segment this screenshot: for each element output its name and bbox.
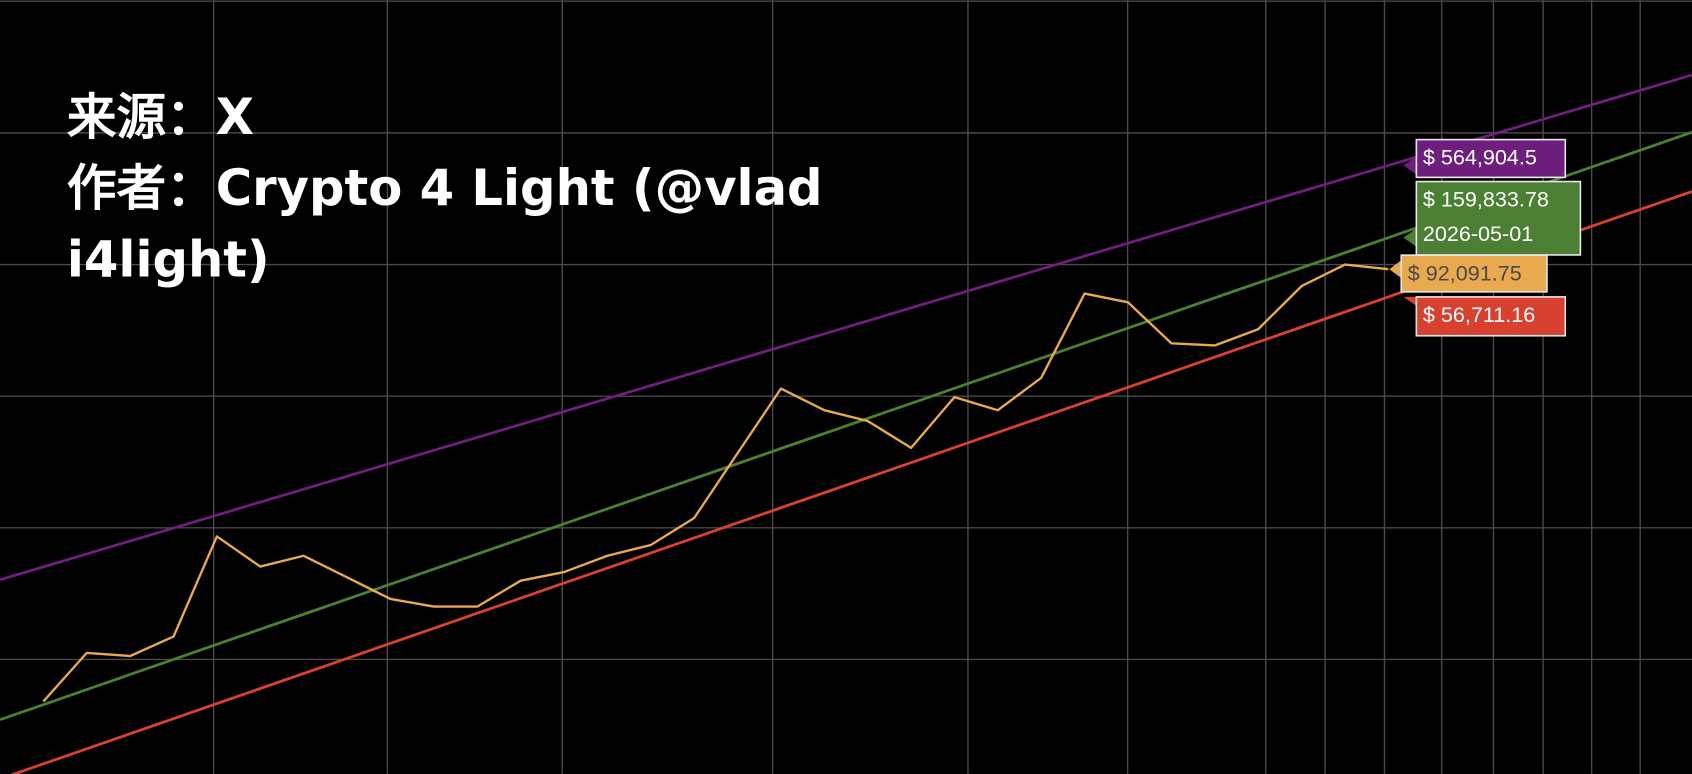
source-text: 来源：X (67, 88, 254, 146)
tag-date: 2026-05-01 (1423, 221, 1533, 246)
series-line (0, 73, 1692, 582)
tag-pointer (1403, 155, 1418, 176)
tag-box (1415, 138, 1567, 179)
tag-pointer (1389, 259, 1403, 279)
tag-box (1415, 296, 1567, 337)
author-text: 作者：Crypto 4 Light (@vlad (67, 159, 823, 217)
author-text: i4light) (67, 230, 270, 288)
tag-box (1400, 254, 1548, 293)
tag-label: $ 564,904.5 (1423, 145, 1537, 170)
tag-label: $ 56,711.16 (1423, 302, 1535, 327)
tag-label: $ 159,833.78 (1423, 187, 1549, 212)
plot-area (0, 73, 1692, 774)
tag-box (1415, 180, 1582, 256)
series-line (42, 263, 1389, 703)
price-tags: $ 92,091.75 $ 564,904.5 $ 159,833.78 2026-0… (1389, 138, 1582, 337)
tag-pointer (1403, 227, 1418, 248)
tag-label: $ 92,091.75 (1408, 260, 1522, 285)
series-line (0, 130, 1692, 722)
